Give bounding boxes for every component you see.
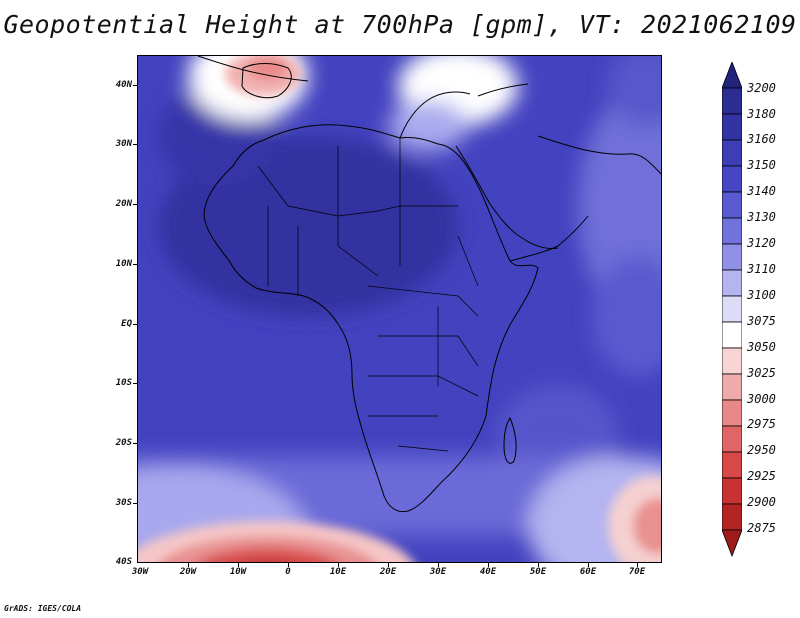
y-tick-mark: [133, 144, 137, 145]
y-tick-mark: [133, 324, 137, 325]
y-tick-label: 40N: [115, 80, 132, 90]
colorbar-segment: [722, 373, 742, 401]
x-tick-mark: [388, 563, 389, 567]
x-tick-mark: [288, 563, 289, 567]
y-tick-mark: [133, 85, 137, 86]
colorbar-label: 2925: [747, 469, 776, 483]
colorbar-segment: [722, 451, 742, 479]
colorbar-label: 2875: [747, 521, 776, 535]
x-tick-mark: [488, 563, 489, 567]
colorbar-segment: [722, 399, 742, 427]
x-tick-label: 50E: [529, 567, 547, 577]
y-tick-label: 10S: [115, 378, 132, 388]
colorbar-segment: [722, 243, 742, 271]
x-tick-label: 20W: [179, 567, 197, 577]
colorbar-segment: [722, 217, 742, 245]
colorbar-segment: [722, 503, 742, 531]
field-lows: [138, 56, 661, 562]
x-tick-label: 10W: [229, 567, 247, 577]
y-tick-label: 30N: [115, 139, 132, 149]
y-tick-label: 20S: [115, 438, 132, 448]
colorbar-label: 3120: [747, 236, 776, 250]
x-tick-mark: [588, 563, 589, 567]
colorbar-label: 3200: [747, 81, 776, 95]
x-tick-label: 0: [285, 567, 291, 577]
grads-credit: GrADS: IGES/COLA: [4, 604, 82, 613]
x-tick-mark: [188, 563, 189, 567]
x-tick-label: 20E: [379, 567, 397, 577]
colorbar-segment: [722, 269, 742, 297]
x-tick-mark: [238, 563, 239, 567]
colorbar-label: 3110: [747, 262, 776, 276]
y-tick-mark: [133, 264, 137, 265]
colorbar-label: 2900: [747, 495, 776, 509]
colorbar-top-arrow: [722, 62, 742, 89]
x-tick-label: 30E: [429, 567, 447, 577]
colorbar: [722, 62, 742, 558]
colorbar-label: 3130: [747, 210, 776, 224]
y-tick-mark: [133, 383, 137, 384]
colorbar-bottom-arrow: [722, 529, 742, 558]
y-tick-label: 30S: [115, 498, 132, 508]
colorbar-segment: [722, 425, 742, 453]
colorbar-segment: [722, 477, 742, 505]
colorbar-label: 3050: [747, 340, 776, 354]
x-tick-mark: [538, 563, 539, 567]
colorbar-segment: [722, 295, 742, 323]
y-tick-mark: [133, 443, 137, 444]
y-tick-label: 20N: [115, 199, 132, 209]
colorbar-segment: [722, 113, 742, 141]
x-tick-label: 10E: [329, 567, 347, 577]
country-borders: [257, 138, 479, 452]
y-tick-label: 10N: [115, 259, 132, 269]
colorbar-label: 3100: [747, 288, 776, 302]
colorbar-segment: [722, 139, 742, 167]
colorbar-segment: [722, 165, 742, 193]
colorbar-label: 3150: [747, 158, 776, 172]
colorbar-label: 2975: [747, 417, 776, 431]
geopotential-field: [138, 56, 661, 562]
coastlines: [197, 56, 661, 513]
colorbar-label: 3000: [747, 392, 776, 406]
y-tick-label: EQ: [121, 319, 132, 329]
x-tick-mark: [637, 563, 638, 567]
colorbar-segment: [722, 87, 742, 115]
x-tick-label: 60E: [579, 567, 597, 577]
y-tick-label: 40S: [115, 557, 132, 567]
colorbar-label: 3075: [747, 314, 776, 328]
map-plot-area: [137, 55, 662, 563]
x-tick-mark: [338, 563, 339, 567]
x-tick-label: 70E: [628, 567, 646, 577]
colorbar-label: 2950: [747, 443, 776, 457]
colorbar-segment: [722, 347, 742, 375]
x-tick-label: 40E: [479, 567, 497, 577]
colorbar-label: 3140: [747, 184, 776, 198]
colorbar-segment: [722, 191, 742, 219]
colorbar-label: 3180: [747, 107, 776, 121]
x-tick-mark: [438, 563, 439, 567]
colorbar-label: 3025: [747, 366, 776, 380]
y-tick-mark: [133, 204, 137, 205]
colorbar-segment: [722, 321, 742, 349]
colorbar-label: 3160: [747, 132, 776, 146]
map-title: Geopotential Height at 700hPa [gpm], VT:…: [3, 10, 797, 39]
y-tick-mark: [133, 503, 137, 504]
x-tick-label: 30W: [131, 567, 149, 577]
